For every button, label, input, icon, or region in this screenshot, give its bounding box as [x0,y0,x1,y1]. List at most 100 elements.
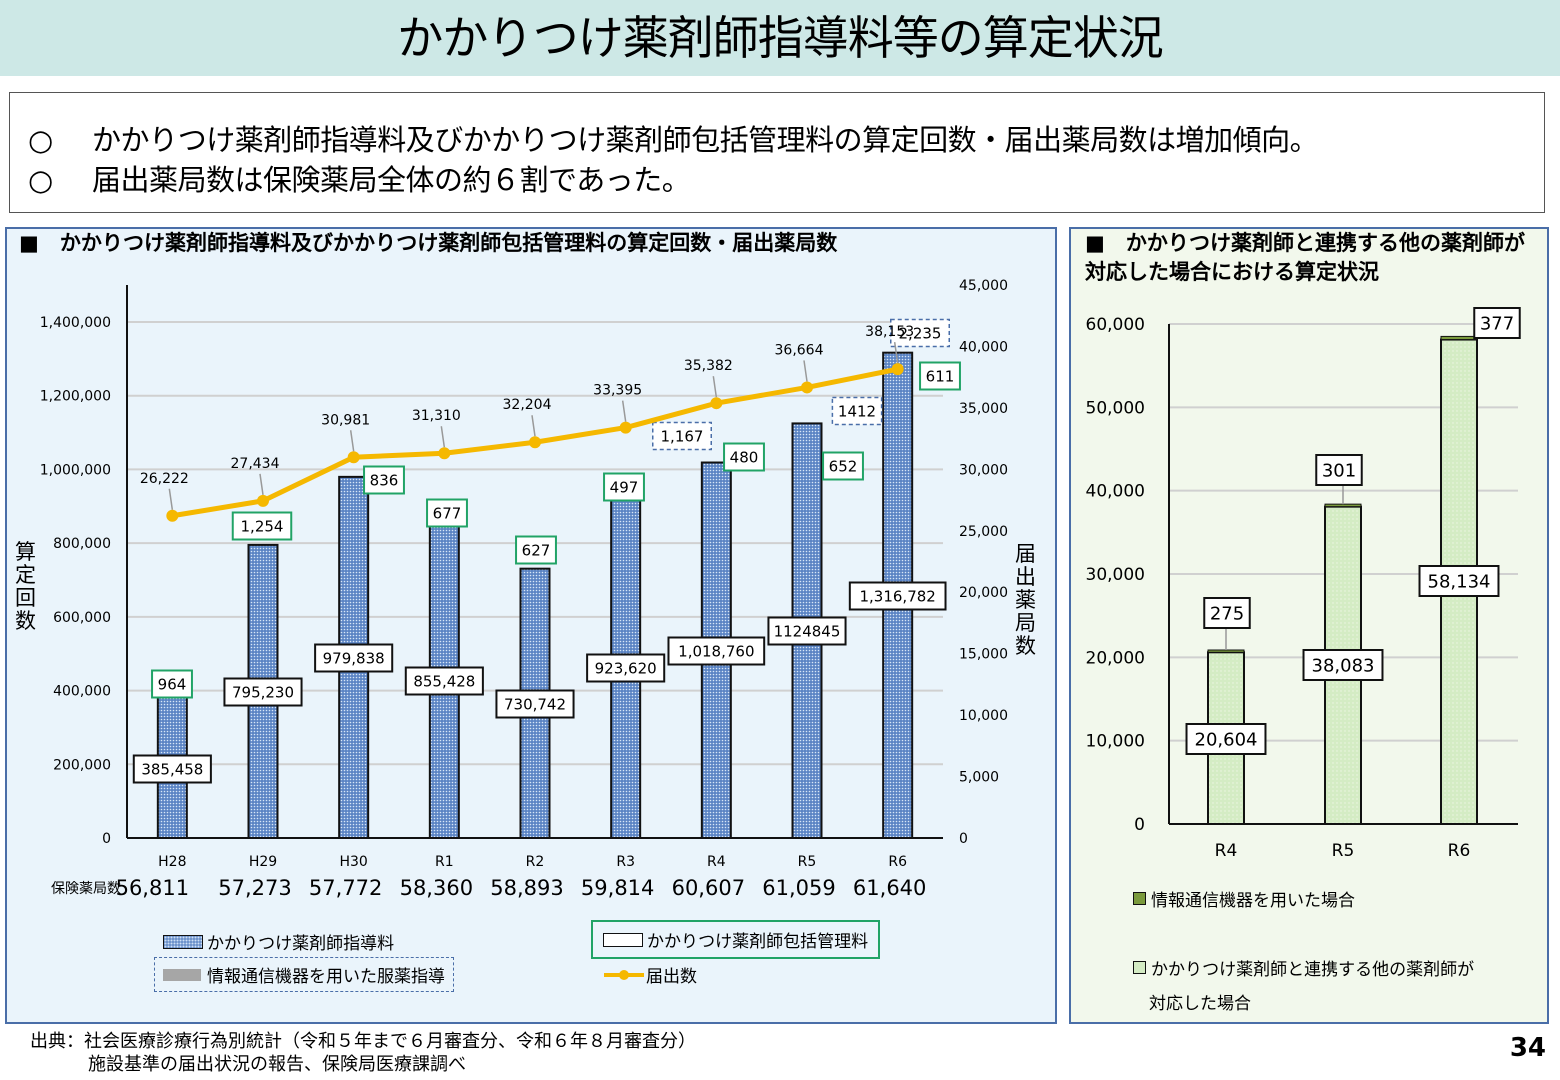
legend-label: かかりつけ薬剤師指導料 [207,934,395,954]
notification-count-label: 31,310 [412,408,461,424]
notification-count-label: 32,204 [503,397,552,413]
bar-value-label-box [223,677,303,707]
comprehensive-fee-label: 497 [603,472,645,502]
leader-line [803,360,808,382]
bar-value-label-box [314,643,394,673]
online-guidance-label-box [831,396,883,426]
x-tick-label: H29 [249,854,277,870]
x-tick-label: R3 [616,854,635,870]
y2-tick-label: 40,000 [959,339,1008,355]
bar-value-label-box [132,754,212,784]
notification-count-point [710,397,723,410]
leader-line [440,426,446,448]
online-value-label-box [1473,307,1521,339]
bar-value-label-box [1418,565,1500,597]
x-tick-label: R4 [1215,841,1238,861]
legend-swatch-gray-icon [163,968,201,981]
comprehensive-fee-label: 627 [515,535,557,565]
comprehensive-fee-label: 1,254 [231,511,293,541]
legend-label: 情報通信機器を用いた服薬指導 [207,967,445,987]
insurance-pharmacy-count: 61,059 [762,876,835,900]
online-guidance-label: 1,167 [652,421,712,451]
bar-value-label-box [1185,723,1267,755]
bar-value-label: 58,134 [1418,565,1500,597]
bar-value-label-text: 979,838 [323,649,385,667]
online-guidance-label-text: 1,167 [661,427,704,445]
insurance-pharmacy-count: 57,772 [309,876,382,900]
bar-online-segment [1440,335,1478,341]
comprehensive-fee-label: 611 [919,361,961,391]
summary-line: ○ かかりつけ薬剤師指導料及びかかりつけ薬剤師包括管理料の算定回数・届出薬局数は増… [28,117,1319,159]
legend-swatch-white-icon [603,932,643,947]
notification-count-point [619,421,632,434]
y2-tick-label: 0 [959,831,968,847]
bar-value-label: 855,428 [404,666,484,696]
y2-axis-title-char: 届 [1015,542,1036,566]
online-guidance-label-text: 2,235 [899,324,942,342]
comprehensive-fee-label-text: 652 [829,457,858,475]
x-tick-label: R1 [435,854,454,870]
leader-line [621,400,627,422]
online-value-label-text: 301 [1322,460,1356,481]
legend-swatch-blue-icon [163,934,203,949]
y-tick-label: 40,000 [1086,482,1145,502]
bar-value-label-text: 1124845 [774,622,841,640]
page-title: かかりつけ薬剤師指導料等の算定状況 [397,11,1163,65]
y2-axis-title-char: 薬 [1015,588,1036,612]
legend-item-guidance-fee: かかりつけ薬剤師指導料 [163,929,394,954]
legend-item-online-guidance: 情報通信機器を用いた服薬指導 [154,957,454,992]
y-tick-label: 600,000 [53,610,111,626]
online-value-label-box [1315,454,1363,486]
right-chart-panel: ■ かかりつけ薬剤師と連携する他の薬剤師が対応した場合における算定状況 0 10,… [1069,227,1549,1024]
source-line: 出典：社会医療診療行為別統計（令和５年まで６月審査分、令和６年８月審査分） [30,1031,696,1052]
title-bar: かかりつけ薬剤師指導料等の算定状況 [0,0,1560,76]
notification-count-point [801,381,813,394]
bar-value-label-text: 58,134 [1428,571,1491,592]
legend-item-partner-pharmacist: かかりつけ薬剤師と連携する他の薬剤師が [1133,955,1474,980]
y-tick-label: 1,000,000 [40,462,111,478]
y-tick-label: 10,000 [1086,732,1145,752]
online-value-label: 301 [1315,454,1363,486]
leader-line [712,376,718,398]
bar-value-label: 20,604 [1185,723,1267,755]
notification-count-point [891,363,904,376]
bullet-circle-icon: ○ [28,163,53,197]
leader-line [168,488,174,510]
comprehensive-fee-label: 836 [363,465,405,495]
online-value-label-text: 377 [1480,313,1514,334]
y-tick-label: 0 [102,831,111,847]
comprehensive-fee-label-text: 627 [522,541,551,559]
x-tick-label: R5 [1332,841,1355,861]
bar-value-label-text: 1,018,760 [678,642,754,660]
comprehensive-fee-label-box [515,535,557,565]
bar-online-segment [1324,503,1362,508]
notification-count-label: 36,664 [775,342,824,358]
leader-line [531,415,536,437]
bar-value-label: 1,018,760 [667,636,766,666]
y-tick-label: 20,000 [1086,648,1145,668]
insurance-pharmacy-count: 58,893 [490,876,563,900]
notification-count-point [257,494,269,507]
x-tick-label: H30 [339,854,367,870]
insurance-pharmacy-count: 58,360 [400,876,473,900]
bar-value-label: 730,742 [495,689,575,719]
legend-line-marker-icon [604,969,644,980]
legend-swatch-lightgreen-icon [1133,961,1146,974]
summary-box: ○ かかりつけ薬剤師指導料及びかかりつけ薬剤師包括管理料の算定回数・届出薬局数は増… [9,92,1545,213]
comprehensive-fee-label-text: 1,254 [241,517,284,535]
notification-count-point [438,447,451,460]
leader-line [259,473,264,495]
online-guidance-label-box [652,421,712,451]
comprehensive-fee-label-box [919,361,961,391]
notification-count-label: 35,382 [684,358,733,374]
y2-tick-label: 30,000 [959,462,1008,478]
bar-value-label: 979,838 [314,643,394,673]
comprehensive-fee-label-text: 611 [926,367,955,385]
online-value-label-text: 275 [1210,603,1244,624]
y2-tick-label: 25,000 [959,524,1008,540]
y-tick-label: 200,000 [53,757,111,773]
summary-line: ○ 届出薬局数は保険薬局全体の約６割であった。 [28,157,691,199]
bar-value-label: 38,083 [1302,649,1384,681]
bar-value-label-box [767,616,847,646]
comprehensive-fee-label: 677 [426,498,468,528]
